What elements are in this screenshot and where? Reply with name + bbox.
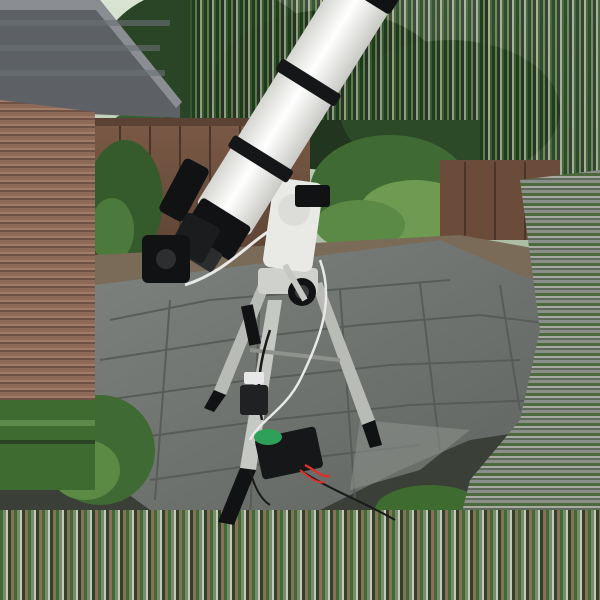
shrub-left	[87, 140, 163, 262]
leg-accessories	[240, 372, 268, 415]
glitch-stripes-right	[440, 170, 600, 600]
power-box	[254, 426, 331, 484]
equatorial-mount	[240, 177, 330, 346]
counterweight	[282, 263, 308, 302]
house-wall	[0, 100, 95, 490]
camera	[142, 235, 190, 283]
house-roof	[0, 0, 182, 118]
glitch-stripes-bottom	[0, 510, 600, 600]
